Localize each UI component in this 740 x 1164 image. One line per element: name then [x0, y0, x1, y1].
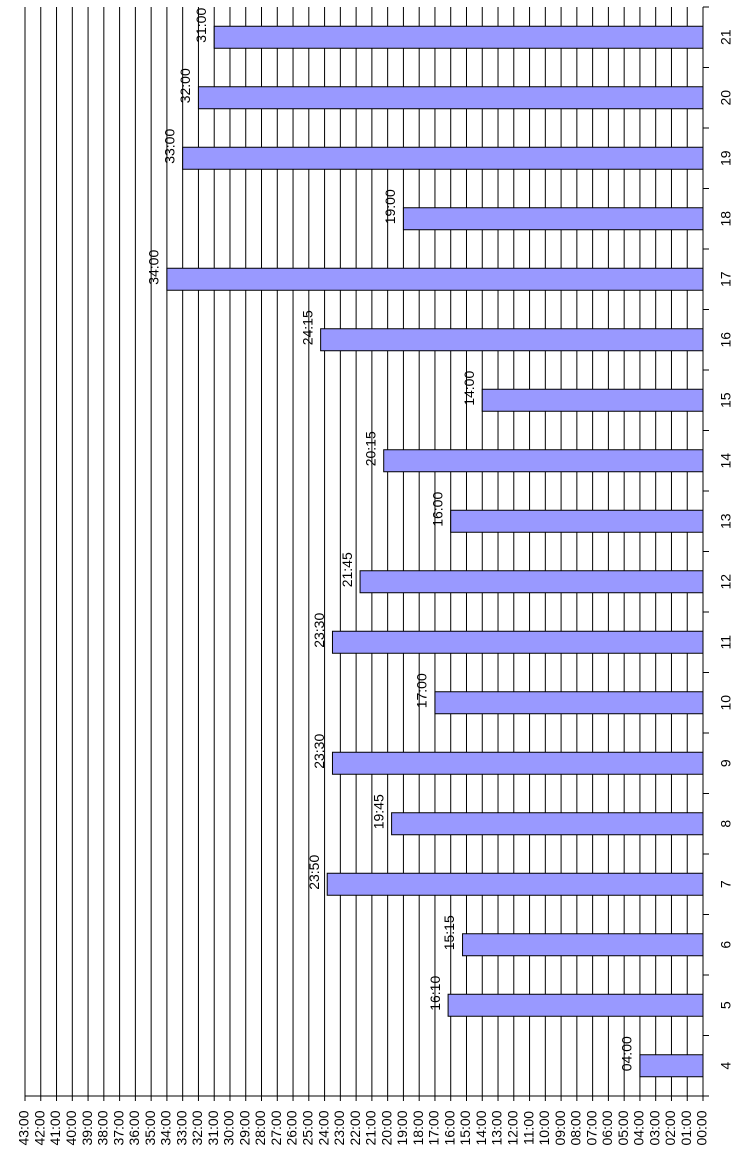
x-tick-label: 40:00	[63, 1110, 79, 1145]
x-tick-label: 23:00	[331, 1110, 347, 1145]
bar	[481, 388, 704, 412]
y-tick-label: 14	[718, 453, 734, 469]
x-tick-label: 09:00	[552, 1110, 568, 1145]
x-tick-label: 07:00	[583, 1110, 599, 1145]
y-tick-label: 6	[718, 941, 734, 949]
y-tick-label: 5	[718, 1001, 734, 1009]
x-tick-label: 31:00	[205, 1110, 221, 1145]
value-label: 23:50	[306, 855, 322, 890]
bar	[182, 146, 704, 170]
x-tick-label: 22:00	[347, 1110, 363, 1145]
x-tick-label: 36:00	[126, 1110, 142, 1145]
x-tick-label: 29:00	[236, 1110, 252, 1145]
y-tick-label: 17	[718, 271, 734, 287]
value-label: 16:10	[427, 976, 443, 1011]
x-tick-label: 12:00	[504, 1110, 520, 1145]
y-tick-label: 10	[718, 695, 734, 711]
x-tick-label: 15:00	[457, 1110, 473, 1145]
bar	[331, 751, 704, 775]
bar	[320, 328, 704, 352]
value-label: 31:00	[193, 8, 209, 43]
bar	[447, 993, 704, 1017]
y-tick-label: 13	[718, 513, 734, 529]
value-label: 16:00	[429, 492, 445, 527]
value-label: 17:00	[414, 673, 430, 708]
bar	[331, 630, 704, 654]
x-tick-label: 20:00	[378, 1110, 394, 1145]
x-tick-label: 30:00	[221, 1110, 237, 1145]
x-tick-label: 16:00	[441, 1110, 457, 1145]
y-tick-label: 21	[718, 29, 734, 45]
x-tick-label: 41:00	[47, 1110, 63, 1145]
value-label: 34:00	[146, 250, 162, 285]
x-tick-label: 39:00	[79, 1110, 95, 1145]
x-tick-label: 32:00	[189, 1110, 205, 1145]
value-label: 20:15	[362, 431, 378, 466]
x-tick-label: 18:00	[410, 1110, 426, 1145]
bar	[402, 207, 704, 231]
y-tick-label: 9	[718, 759, 734, 767]
x-tick-label: 38:00	[95, 1110, 111, 1145]
x-tick-label: 37:00	[110, 1110, 126, 1145]
bar	[359, 570, 704, 594]
x-tick-label: 11:00	[520, 1111, 536, 1145]
y-tick-label: 19	[718, 150, 734, 166]
y-tick-label: 4	[718, 1062, 734, 1070]
x-tick-label: 21:00	[363, 1110, 379, 1145]
x-tick-label: 25:00	[300, 1110, 316, 1145]
x-tick-label: 35:00	[142, 1110, 158, 1145]
x-tick-label: 24:00	[315, 1110, 331, 1145]
bar	[213, 25, 704, 49]
bar	[166, 267, 704, 291]
x-tick-label: 13:00	[489, 1110, 505, 1145]
value-label: 32:00	[177, 68, 193, 103]
y-tick-label: 20	[718, 90, 734, 106]
x-tick-label: 27:00	[268, 1110, 284, 1145]
x-tick-label: 28:00	[252, 1110, 268, 1145]
bar	[326, 872, 704, 896]
value-label: 33:00	[161, 129, 177, 164]
y-tick-label: 11	[718, 635, 734, 650]
x-tick-label: 02:00	[662, 1110, 678, 1145]
value-label: 14:00	[461, 371, 477, 406]
x-tick-label: 17:00	[426, 1110, 442, 1145]
bar	[391, 812, 704, 836]
x-tick-label: 06:00	[599, 1110, 615, 1145]
x-tick-label: 26:00	[284, 1110, 300, 1145]
value-label: 23:30	[311, 734, 327, 769]
value-label: 19:00	[382, 189, 398, 224]
x-tick-label: 14:00	[473, 1110, 489, 1145]
x-tick-label: 34:00	[158, 1110, 174, 1145]
x-tick-label: 01:00	[678, 1110, 694, 1145]
bar	[434, 691, 704, 715]
x-tick-label: 04:00	[631, 1110, 647, 1145]
y-tick-label: 8	[718, 820, 734, 828]
y-tick-label: 15	[718, 392, 734, 408]
y-tick-label: 18	[718, 211, 734, 227]
bar	[462, 933, 704, 957]
bar	[197, 86, 704, 110]
value-label: 15:15	[441, 915, 457, 950]
bar	[450, 509, 704, 533]
x-tick-label: 03:00	[646, 1110, 662, 1145]
x-tick-label: 42:00	[31, 1110, 47, 1145]
value-label: 19:45	[370, 794, 386, 829]
y-tick-label: 7	[718, 880, 734, 888]
x-tick-label: 00:00	[694, 1110, 710, 1145]
value-label: 21:45	[339, 552, 355, 587]
x-tick-label: 19:00	[394, 1110, 410, 1145]
bar	[639, 1054, 704, 1078]
x-tick-label: 33:00	[173, 1110, 189, 1145]
value-label: 04:00	[619, 1036, 635, 1071]
value-label: 24:15	[299, 310, 315, 345]
value-label: 23:30	[311, 613, 327, 648]
y-tick-label: 16	[718, 332, 734, 348]
y-tick-label: 12	[718, 574, 734, 590]
x-tick-label: 08:00	[568, 1110, 584, 1145]
x-tick-label: 05:00	[615, 1110, 631, 1145]
x-tick-label: 10:00	[536, 1110, 552, 1145]
x-tick-label: 43:00	[16, 1110, 32, 1145]
bar	[383, 449, 704, 473]
